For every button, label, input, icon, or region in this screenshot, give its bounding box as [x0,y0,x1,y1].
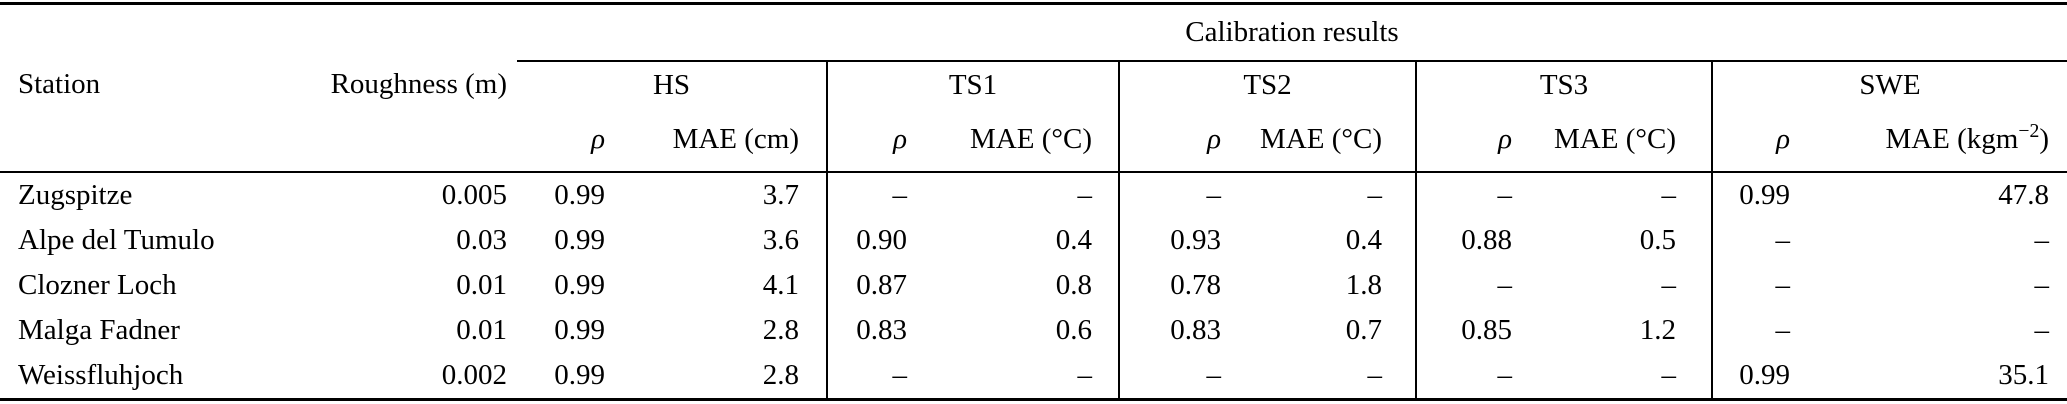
ts3-mae-cell: – [1661,179,1677,211]
ts1-rho-cell: – [826,353,937,400]
table-row: Zugspitze 0.005 0.99 3.7 – – – – – – 0.9… [0,172,2067,218]
table-row: Alpe del Tumulo 0.03 0.99 3.6 0.90 0.4 0… [0,218,2067,263]
swe-mae-cell: 35.1 [1998,359,2049,391]
hs-mae-cell: 3.7 [762,179,799,211]
group-header-swe: SWE [1711,60,2067,108]
swe-rho-cell: 0.99 [1711,353,1802,400]
group-header-ts1: TS1 [826,60,1119,108]
ts2-rho-cell: – [1118,172,1229,218]
ts3-rho-cell: – [1415,172,1526,218]
swe-rho-cell: – [1711,218,1802,263]
ts1-rho-header: ρ [826,108,937,173]
roughness-cell: 0.01 [456,269,507,301]
group-header-ts2: TS2 [1118,60,1416,108]
ts3-mae-cell: – [1661,359,1677,391]
hs-rho-cell: 0.99 [554,224,605,256]
sub-header-row: ρ MAE (cm) ρ MAE (°C) ρ MAE (°C) ρ MAE (… [0,108,2067,173]
roughness-header: Roughness (m) [330,68,507,100]
hs-mae-cell: 4.1 [762,269,799,301]
swe-mae-cell: – [2034,224,2050,256]
ts1-mae-cell: 0.8 [1055,269,1092,301]
hs-rho-cell: 0.99 [554,179,605,211]
swe-mae-label-prefix: MAE (kgm [1885,123,2019,155]
ts3-mae-cell: 1.2 [1639,314,1676,346]
ts2-mae-cell: 1.8 [1345,269,1382,301]
station-cell: Malga Fadner [18,314,180,346]
ts1-rho-cell: 0.90 [826,218,937,263]
ts1-rho-cell: 0.87 [826,263,937,308]
ts1-mae-header: MAE (°C) [937,108,1119,173]
swe-rho-cell: 0.99 [1711,172,1802,218]
roughness-cell: 0.03 [456,224,507,256]
ts2-mae-header: MAE (°C) [1229,108,1416,173]
swe-mae-header: MAE (kgm−2) [1802,108,2067,173]
ts3-mae-header: MAE (°C) [1526,108,1712,173]
ts2-rho-cell: – [1118,353,1229,400]
table-row: Weissfluhjoch 0.002 0.99 2.8 – – – – – –… [0,353,2067,400]
ts3-mae-cell: 0.5 [1639,224,1676,256]
swe-mae-label-superscript: −2 [2018,120,2040,143]
hs-mae-cell: 2.8 [762,359,799,391]
ts2-rho-header: ρ [1118,108,1229,173]
station-header: Station [18,68,101,100]
hs-mae-cell: 2.8 [762,314,799,346]
spacer-cell [0,108,230,173]
ts1-rho-cell: – [826,172,937,218]
ts3-mae-cell: – [1661,269,1677,301]
ts3-rho-cell: 0.88 [1415,218,1526,263]
ts2-rho-cell: 0.83 [1118,308,1229,353]
hs-rho-cell: 0.99 [554,269,605,301]
swe-mae-cell: 47.8 [1998,179,2049,211]
station-cell: Clozner Loch [18,269,177,301]
ts2-mae-cell: 0.4 [1345,224,1382,256]
group-header-hs: HS [517,60,827,108]
ts3-rho-cell: – [1415,353,1526,400]
ts2-rho-cell: 0.93 [1118,218,1229,263]
swe-mae-label-suffix: ) [2039,123,2049,155]
ts3-rho-cell: – [1415,263,1526,308]
ts2-mae-cell: – [1367,359,1383,391]
swe-mae-cell: – [2034,314,2050,346]
station-cell: Alpe del Tumulo [18,224,215,256]
ts3-rho-cell: 0.85 [1415,308,1526,353]
group-header-ts3: TS3 [1415,60,1712,108]
hs-rho-cell: 0.99 [554,359,605,391]
ts1-mae-cell: 0.4 [1055,224,1092,256]
roughness-cell: 0.01 [456,314,507,346]
ts1-rho-cell: 0.83 [826,308,937,353]
swe-rho-cell: – [1711,263,1802,308]
swe-rho-header: ρ [1711,108,1802,173]
roughness-cell: 0.005 [441,179,507,211]
swe-mae-cell: – [2034,269,2050,301]
table-row: Clozner Loch 0.01 0.99 4.1 0.87 0.8 0.78… [0,263,2067,308]
spacer-cell [230,108,517,173]
ts2-mae-cell: 0.7 [1345,314,1382,346]
station-cell: Weissfluhjoch [18,359,184,391]
spacer-cell [230,4,517,62]
spacer-cell [0,4,230,62]
table-title: Calibration results [1185,16,1399,48]
station-cell: Zugspitze [18,179,133,211]
ts1-mae-cell: – [1077,359,1093,391]
hs-mae-header: MAE (cm) [617,108,827,173]
ts2-mae-cell: – [1367,179,1383,211]
hs-rho-cell: 0.99 [554,314,605,346]
ts3-rho-header: ρ [1415,108,1526,173]
table-row: Malga Fadner 0.01 0.99 2.8 0.83 0.6 0.83… [0,308,2067,353]
hs-rho-header: ρ [517,108,617,173]
swe-rho-cell: – [1711,308,1802,353]
hs-mae-cell: 3.6 [762,224,799,256]
ts1-mae-cell: – [1077,179,1093,211]
ts2-rho-cell: 0.78 [1118,263,1229,308]
table-title-row: Calibration results [0,4,2067,62]
group-header-row: Station Roughness (m) HS TS1 TS2 TS3 SWE [0,60,2067,108]
roughness-cell: 0.002 [441,359,507,391]
ts1-mae-cell: 0.6 [1055,314,1092,346]
